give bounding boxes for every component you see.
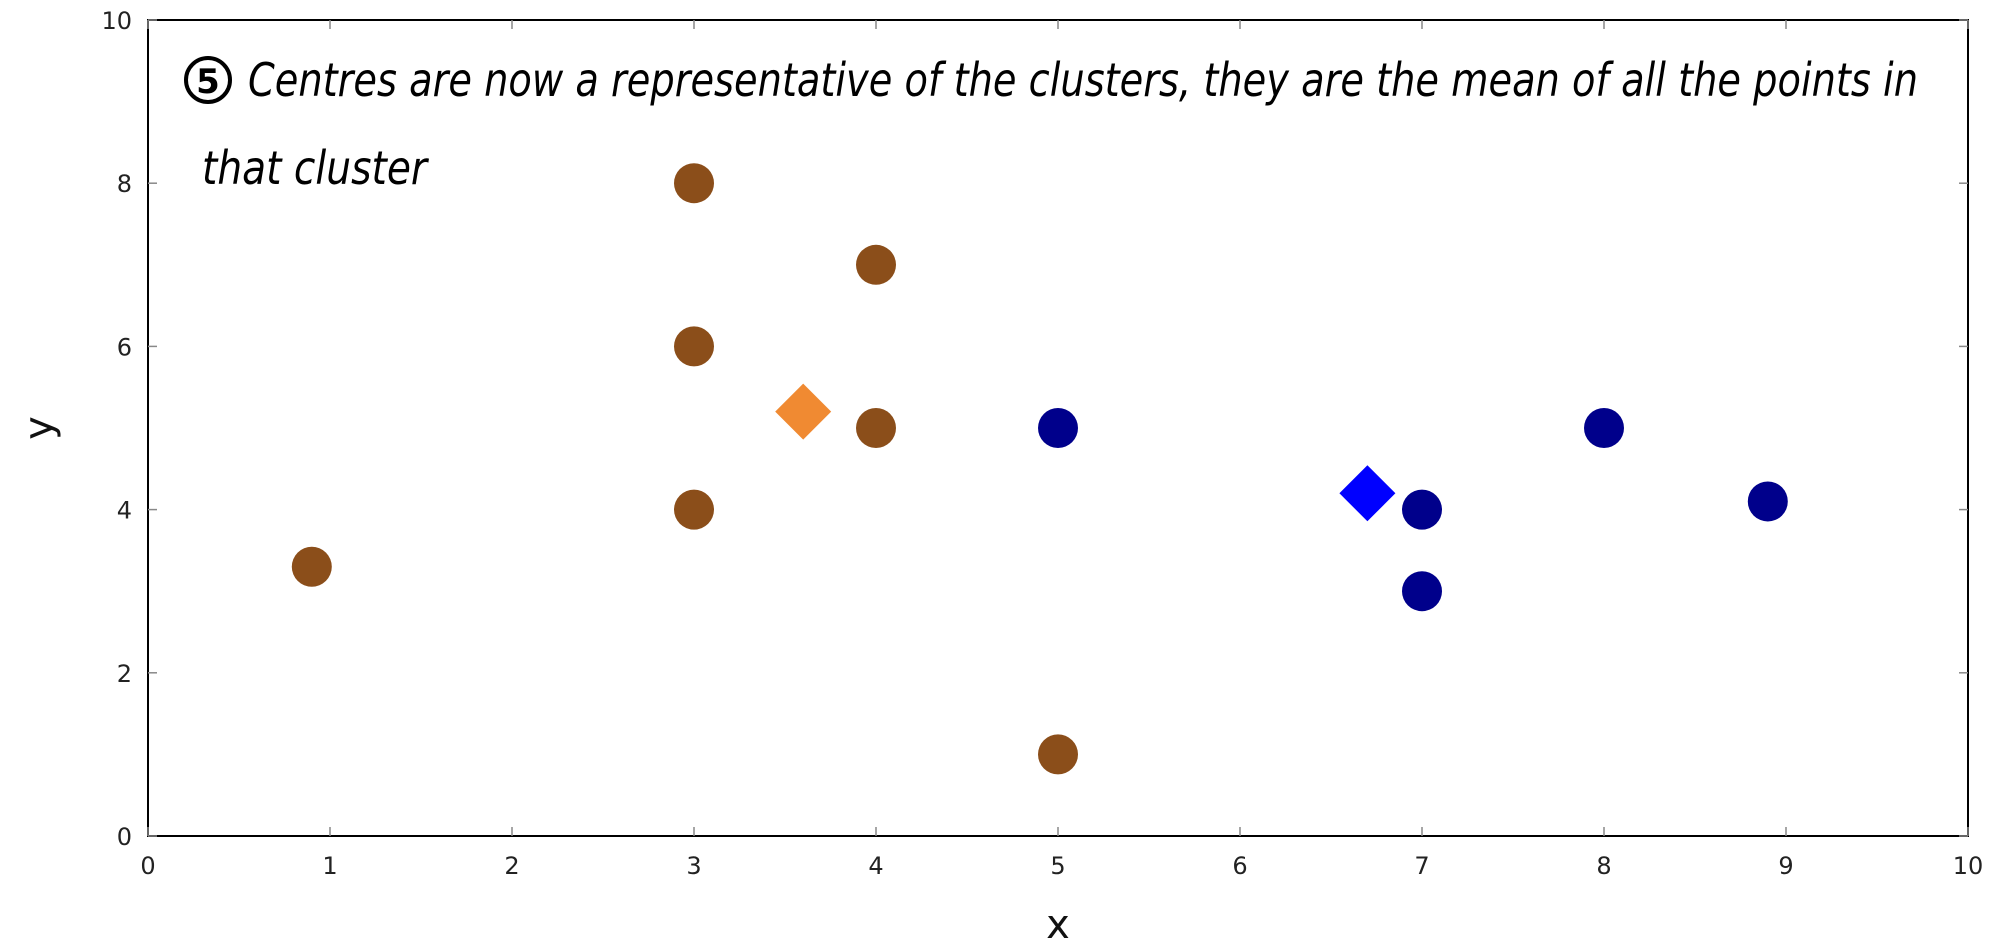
data-point <box>1402 571 1442 612</box>
step-number: 5 <box>196 62 220 102</box>
x-tick-label: 2 <box>504 852 519 880</box>
data-point <box>1402 489 1442 530</box>
data-point <box>1584 408 1624 448</box>
y-tick-label: 10 <box>101 7 132 35</box>
data-point <box>1747 481 1788 522</box>
y-tick-label: 6 <box>117 333 132 361</box>
y-tick-label: 4 <box>117 497 132 525</box>
data-point <box>291 546 332 587</box>
y-tick-label: 8 <box>117 170 132 198</box>
x-tick-label: 9 <box>1778 852 1793 880</box>
data-point <box>856 244 896 285</box>
y-axis-title: y <box>16 416 62 440</box>
annotation-line-1: Centres are now a representative of the … <box>248 53 1918 107</box>
y-tick-label: 2 <box>117 660 132 688</box>
cluster-centre-marker <box>1339 465 1396 522</box>
x-tick-label: 7 <box>1414 852 1429 880</box>
cluster-centre-marker <box>775 383 832 440</box>
x-tick-label: 8 <box>1596 852 1611 880</box>
x-tick-label: 0 <box>140 852 155 880</box>
data-point <box>1038 408 1078 448</box>
x-tick-label: 3 <box>686 852 701 880</box>
data-points <box>291 163 1788 775</box>
data-point <box>674 326 714 367</box>
x-tick-label: 5 <box>1050 852 1065 880</box>
annotation-line-2: that cluster <box>202 141 430 195</box>
x-tick-label: 6 <box>1232 852 1247 880</box>
x-tick-label: 1 <box>322 852 337 880</box>
data-point <box>674 489 714 530</box>
x-tick-label: 4 <box>868 852 883 880</box>
data-point <box>674 163 714 204</box>
data-point <box>1038 734 1078 775</box>
x-axis-title: x <box>1046 902 1070 948</box>
data-point <box>856 408 896 448</box>
step-number-circle <box>184 56 232 104</box>
y-tick-label: 0 <box>117 823 132 851</box>
axis-ticks: 0 1 2 3 4 5 6 7 8 9 10 0 2 4 6 8 10 <box>101 7 1983 880</box>
annotation: 5 Centres are now a representative of th… <box>184 53 1918 195</box>
x-tick-label: 10 <box>1953 852 1984 880</box>
